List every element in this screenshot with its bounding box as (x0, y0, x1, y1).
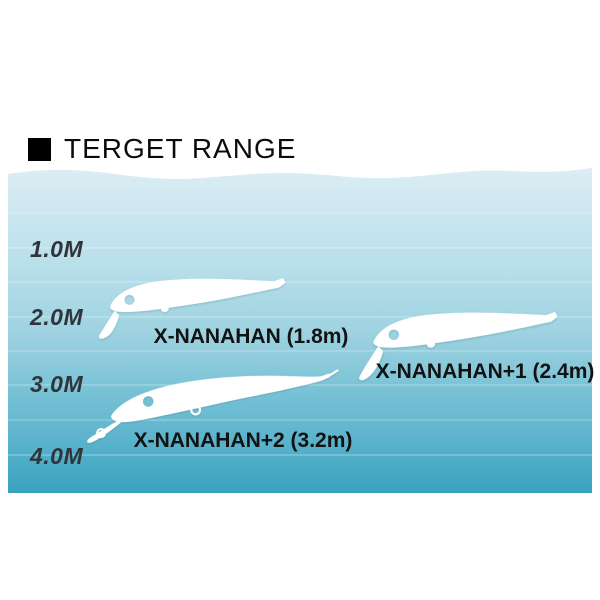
belly-hook-tab (160, 305, 169, 313)
title-bullet-square-icon (28, 137, 51, 161)
page-title-text: TERGET RANGE (64, 133, 297, 164)
lure-label-x-nanahan-plus2: X-NANAHAN+2 (3.2m) (133, 429, 353, 452)
diving-lip (359, 346, 384, 381)
tail-wire (329, 369, 339, 377)
depth-label-4m: 4.0M (30, 443, 84, 469)
belly-hook-tab (426, 340, 436, 348)
lure-silhouette-x-nanahan-plus2 (87, 369, 339, 443)
depth-label-2m: 2.0M (30, 304, 84, 330)
depth-label-3m: 3.0M (30, 371, 84, 397)
lure-label-x-nanahan: X-NANAHAN (1.8m) (153, 325, 349, 348)
lip-split-ring (96, 427, 107, 439)
lure-label-x-nanahan-plus1: X-NANAHAN+1 (2.4m) (375, 360, 595, 383)
water-depth-diagram (8, 168, 592, 493)
lure-silhouette-x-nanahan (99, 278, 286, 339)
page-title: TERGET RANGE (28, 135, 296, 163)
diving-lip (99, 310, 120, 339)
belly-split-ring (190, 404, 202, 416)
lure-silhouette-x-nanahan-plus1 (359, 311, 558, 381)
depth-label-1m: 1.0M (30, 236, 84, 262)
